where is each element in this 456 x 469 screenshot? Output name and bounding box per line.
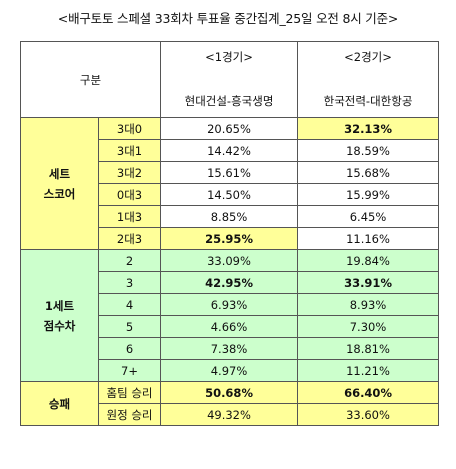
game-1-value: 4.97%: [160, 359, 299, 382]
category-line: 스코어: [43, 186, 76, 201]
game-1-label: <1경기>: [205, 50, 253, 64]
table-row: 세트 스코어 3대0 20.65% 32.13%: [20, 117, 440, 250]
game-1-value: 49.32%: [160, 403, 299, 426]
row-label: 1대3: [97, 205, 162, 228]
table-row: 3 42.95% 33.91%: [21, 271, 440, 294]
table-row: 2대3 25.95% 11.16%: [21, 227, 440, 250]
game-2-value: 15.68%: [297, 161, 440, 184]
table-row: 7+ 4.97% 11.21%: [21, 359, 440, 382]
game-1-teams: 현대건설-흥국생명: [184, 94, 274, 108]
header-row: 구분 <1경기> 현대건설-흥국생명 <2경기> 한국전력-대한항공: [19, 41, 440, 118]
category-line: 점수차: [43, 318, 76, 333]
page-title: <배구토토 스페셜 33회차 투표율 중간집계_25일 오전 8시 기준>: [57, 11, 399, 26]
game-2-value: 11.16%: [297, 227, 440, 250]
game-2-value: 15.99%: [297, 183, 440, 206]
game-2-value: 66.40%: [297, 381, 440, 404]
game-1-value: 7.38%: [160, 337, 299, 360]
header-game-2: <2경기> 한국전력-대한항공: [297, 41, 440, 118]
game-2-value: 33.91%: [297, 271, 440, 294]
game-1-value: 6.93%: [160, 293, 299, 316]
game-1-value: 25.95%: [160, 227, 299, 250]
row-label: 원정 승리: [97, 403, 162, 426]
category-line: 1세트: [44, 298, 75, 313]
game-2-teams: 한국전력-대한항공: [323, 94, 413, 108]
category-win-loss: 승패: [20, 381, 99, 426]
game-2-label: <2경기>: [344, 50, 392, 64]
table-row: 1대3 8.85% 6.45%: [21, 205, 440, 228]
game-2-value: 6.45%: [297, 205, 440, 228]
category-line: 승패: [48, 396, 71, 411]
game-1-value: 42.95%: [160, 271, 299, 294]
header-game-1: <1경기> 현대건설-흥국생명: [160, 41, 299, 118]
game-1-value: 20.65%: [160, 117, 299, 140]
game-1-value: 8.85%: [160, 205, 299, 228]
game-2-value: 19.84%: [297, 249, 440, 272]
game-1-value: 50.68%: [160, 381, 299, 404]
row-label: 3대0: [97, 117, 162, 140]
row-label: 7+: [97, 359, 162, 382]
table-row: 3대1 14.42% 18.59%: [21, 139, 440, 162]
category-first-set-margin: 1세트 점수차: [20, 249, 99, 382]
table-row: 1세트 점수차 2 33.09% 19.84%: [20, 249, 440, 382]
header-label: 구분: [19, 41, 162, 118]
row-label: 6: [97, 337, 162, 360]
game-1-value: 15.61%: [160, 161, 299, 184]
row-label: 5: [97, 315, 162, 338]
game-2-value: 8.93%: [297, 293, 440, 316]
game-1-value: 14.42%: [160, 139, 299, 162]
vote-rate-table: 구분 <1경기> 현대건설-흥국생명 <2경기> 한국전력-대한항공 세트 스코…: [19, 41, 440, 426]
table-row: 원정 승리 49.32% 33.60%: [21, 403, 440, 426]
row-label: 2대3: [97, 227, 162, 250]
table-row: 승패 홈팀 승리 50.68% 66.40%: [20, 381, 440, 426]
row-label: 4: [97, 293, 162, 316]
game-2-value: 11.21%: [297, 359, 440, 382]
game-2-value: 33.60%: [297, 403, 440, 426]
game-1-value: 14.50%: [160, 183, 299, 206]
table-row: 3대2 15.61% 15.68%: [21, 161, 440, 184]
row-label: 0대3: [97, 183, 162, 206]
row-label: 3: [97, 271, 162, 294]
category-line: 세트: [48, 166, 71, 181]
game-2-value: 32.13%: [297, 117, 440, 140]
row-label: 3대1: [97, 139, 162, 162]
table-row: 6 7.38% 18.81%: [21, 337, 440, 360]
game-1-value: 4.66%: [160, 315, 299, 338]
game-2-value: 7.30%: [297, 315, 440, 338]
row-label: 3대2: [97, 161, 162, 184]
row-label: 홈팀 승리: [97, 381, 162, 404]
row-label: 2: [97, 249, 162, 272]
game-2-value: 18.81%: [297, 337, 440, 360]
game-1-value: 33.09%: [160, 249, 299, 272]
table-row: 4 6.93% 8.93%: [21, 293, 440, 316]
category-set-score: 세트 스코어: [20, 117, 99, 250]
game-2-value: 18.59%: [297, 139, 440, 162]
